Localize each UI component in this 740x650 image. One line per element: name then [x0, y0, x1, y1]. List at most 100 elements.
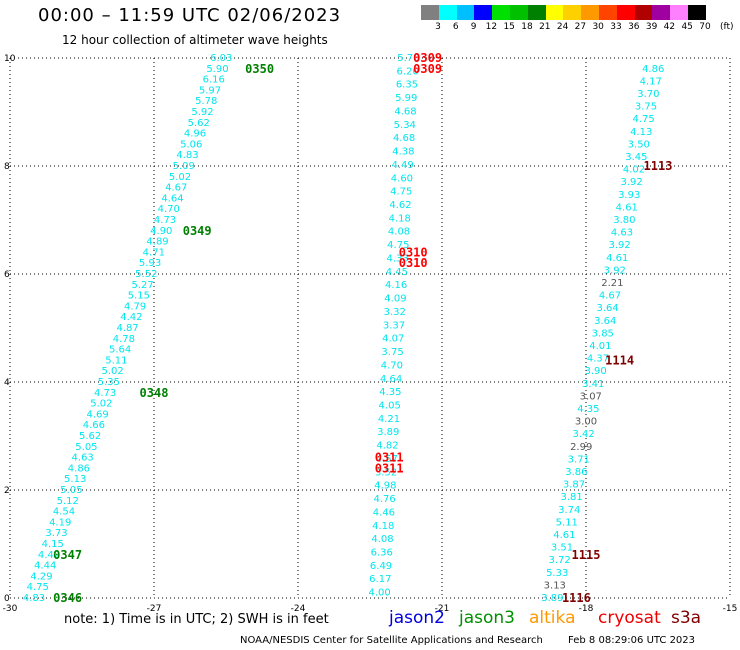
- x-tick-label: -27: [147, 604, 162, 614]
- wave-height-point: 4.45: [386, 267, 408, 278]
- color-scale-swatch: [492, 5, 510, 20]
- wave-height-point: 5.05: [60, 485, 82, 496]
- wave-height-point: 4.21: [378, 414, 400, 425]
- color-scale-label: 12: [485, 22, 498, 32]
- wave-height-point: 4.15: [42, 539, 64, 550]
- color-scale-label: 42: [663, 22, 676, 32]
- wave-height-point: 4.70: [158, 204, 180, 215]
- wave-height-point: 3.74: [558, 505, 580, 516]
- pass-time-label: 0347: [53, 548, 82, 562]
- color-scale-swatch: [581, 5, 599, 20]
- wave-height-point: 4.75: [27, 582, 49, 593]
- wave-height-point: 4.68: [394, 106, 416, 117]
- wave-height-point: 3.92: [620, 177, 642, 188]
- color-scale-swatch: [438, 5, 457, 20]
- color-scale-swatch: [474, 5, 493, 20]
- wave-height-point: 5.62: [79, 431, 101, 442]
- color-scale-swatch: [652, 5, 671, 20]
- wave-height-point: 4.17: [640, 76, 662, 87]
- wave-height-point: 3.86: [565, 467, 587, 478]
- color-scale-swatch: [527, 5, 546, 20]
- wave-height-point: 6.20: [397, 66, 419, 77]
- wave-height-point: 4.07: [382, 334, 404, 345]
- wave-height-point: 4.63: [72, 453, 94, 464]
- color-scale-swatch: [634, 5, 653, 20]
- wave-height-point: 4.83: [176, 150, 198, 161]
- color-scale-label: 15: [503, 22, 515, 32]
- wave-height-point: 4.42: [120, 312, 142, 323]
- wave-height-point: 4.75: [390, 187, 412, 198]
- pass-time-label: 0309: [413, 62, 442, 76]
- color-scale-label: 21: [539, 22, 551, 32]
- color-scale-label: 30: [592, 22, 604, 32]
- pass-time-label: 1113: [644, 159, 673, 173]
- wave-height-point: 5.64: [109, 345, 131, 356]
- wave-height-point: 6.35: [396, 80, 418, 91]
- wave-height-point: 3.90: [584, 366, 606, 377]
- legend-item-s3a: s3a: [671, 608, 702, 628]
- wave-height-point: 4.75: [387, 240, 409, 251]
- wave-height-point: 4.67: [599, 291, 621, 302]
- color-scale-swatch: [563, 5, 582, 20]
- wave-height-point: 4.73: [154, 215, 176, 226]
- wave-height-point: 4.89: [146, 237, 168, 248]
- legend-item-cryosat: cryosat: [598, 608, 661, 628]
- x-tick-label: -30: [3, 604, 18, 614]
- wave-height-point: 4.35: [379, 387, 401, 398]
- wave-height-point: 4.64: [380, 374, 402, 385]
- wave-height-point: 4.68: [393, 133, 415, 144]
- wave-height-point: 5.62: [188, 118, 210, 129]
- wave-height-point: 3.45: [625, 152, 647, 163]
- wave-height-point: 3.32: [384, 307, 406, 318]
- wave-height-point: 3.93: [618, 190, 640, 201]
- legend-item-jason2: jason2: [389, 608, 445, 628]
- wave-height-point: 5.02: [90, 399, 112, 410]
- wave-height-point: 5.12: [57, 496, 79, 507]
- wave-height-point: 4.62: [389, 200, 411, 211]
- wave-height-point: 3.52: [375, 467, 397, 478]
- wave-height-point: 4.61: [616, 202, 638, 213]
- wave-height-point: 4.33: [386, 253, 408, 264]
- wave-height-point: 5.93: [139, 258, 161, 269]
- y-tick-label: 0: [4, 594, 10, 604]
- wave-height-point: 5.34: [394, 120, 416, 131]
- wave-height-point: 5.35: [98, 377, 120, 388]
- wave-height-point: 3.87: [563, 480, 585, 491]
- wave-height-point: 4.71: [143, 247, 165, 258]
- wave-height-point: 4.73: [94, 388, 116, 399]
- wave-height-point: 3.92: [608, 240, 630, 251]
- wave-height-point: 3.89: [541, 593, 563, 604]
- wave-height-point: 5.11: [556, 517, 578, 528]
- color-scale-swatch: [598, 5, 617, 20]
- wave-height-point: 3.71: [568, 454, 590, 465]
- wave-height-point: 4.98: [374, 481, 396, 492]
- pass-time-label: 0311: [375, 451, 404, 465]
- wave-height-point: 4.08: [388, 227, 410, 238]
- pass-time-label: 0309: [413, 51, 442, 65]
- chart-subtitle: 12 hour collection of altimeter wave hei…: [62, 33, 328, 47]
- wave-height-point: 3.51: [551, 543, 573, 554]
- wave-height-point: 3.92: [604, 265, 626, 276]
- pass-time-label: 0310: [399, 245, 428, 259]
- x-tick-label: -24: [291, 604, 306, 614]
- wave-height-point: 4.46: [373, 507, 395, 518]
- wave-height-point: 4.02: [623, 165, 645, 176]
- pass-time-label: 0311: [375, 461, 404, 475]
- wave-height-point: 5.11: [105, 355, 127, 366]
- y-tick-label: 10: [4, 54, 16, 64]
- wave-height-point: 4.35: [577, 404, 599, 415]
- x-tick-label: -18: [579, 604, 594, 614]
- wave-height-point: 3.80: [613, 215, 635, 226]
- color-scale-label: 33: [610, 22, 622, 32]
- color-scale-swatch: [456, 5, 475, 20]
- wave-height-point: 3.64: [594, 316, 616, 327]
- footer: NOAA/NESDIS Center for Satellite Applica…: [240, 635, 695, 646]
- wave-height-point: 4.13: [630, 127, 652, 138]
- wave-height-point: 4.16: [385, 280, 407, 291]
- wave-height-point: 5.15: [128, 291, 150, 302]
- color-scale-label: 39: [645, 22, 658, 32]
- color-scale-swatch: [545, 5, 564, 20]
- wave-height-point: 4.01: [589, 341, 611, 352]
- pass-time-label: 0349: [183, 224, 212, 238]
- wave-height-point: 6.49: [370, 561, 392, 572]
